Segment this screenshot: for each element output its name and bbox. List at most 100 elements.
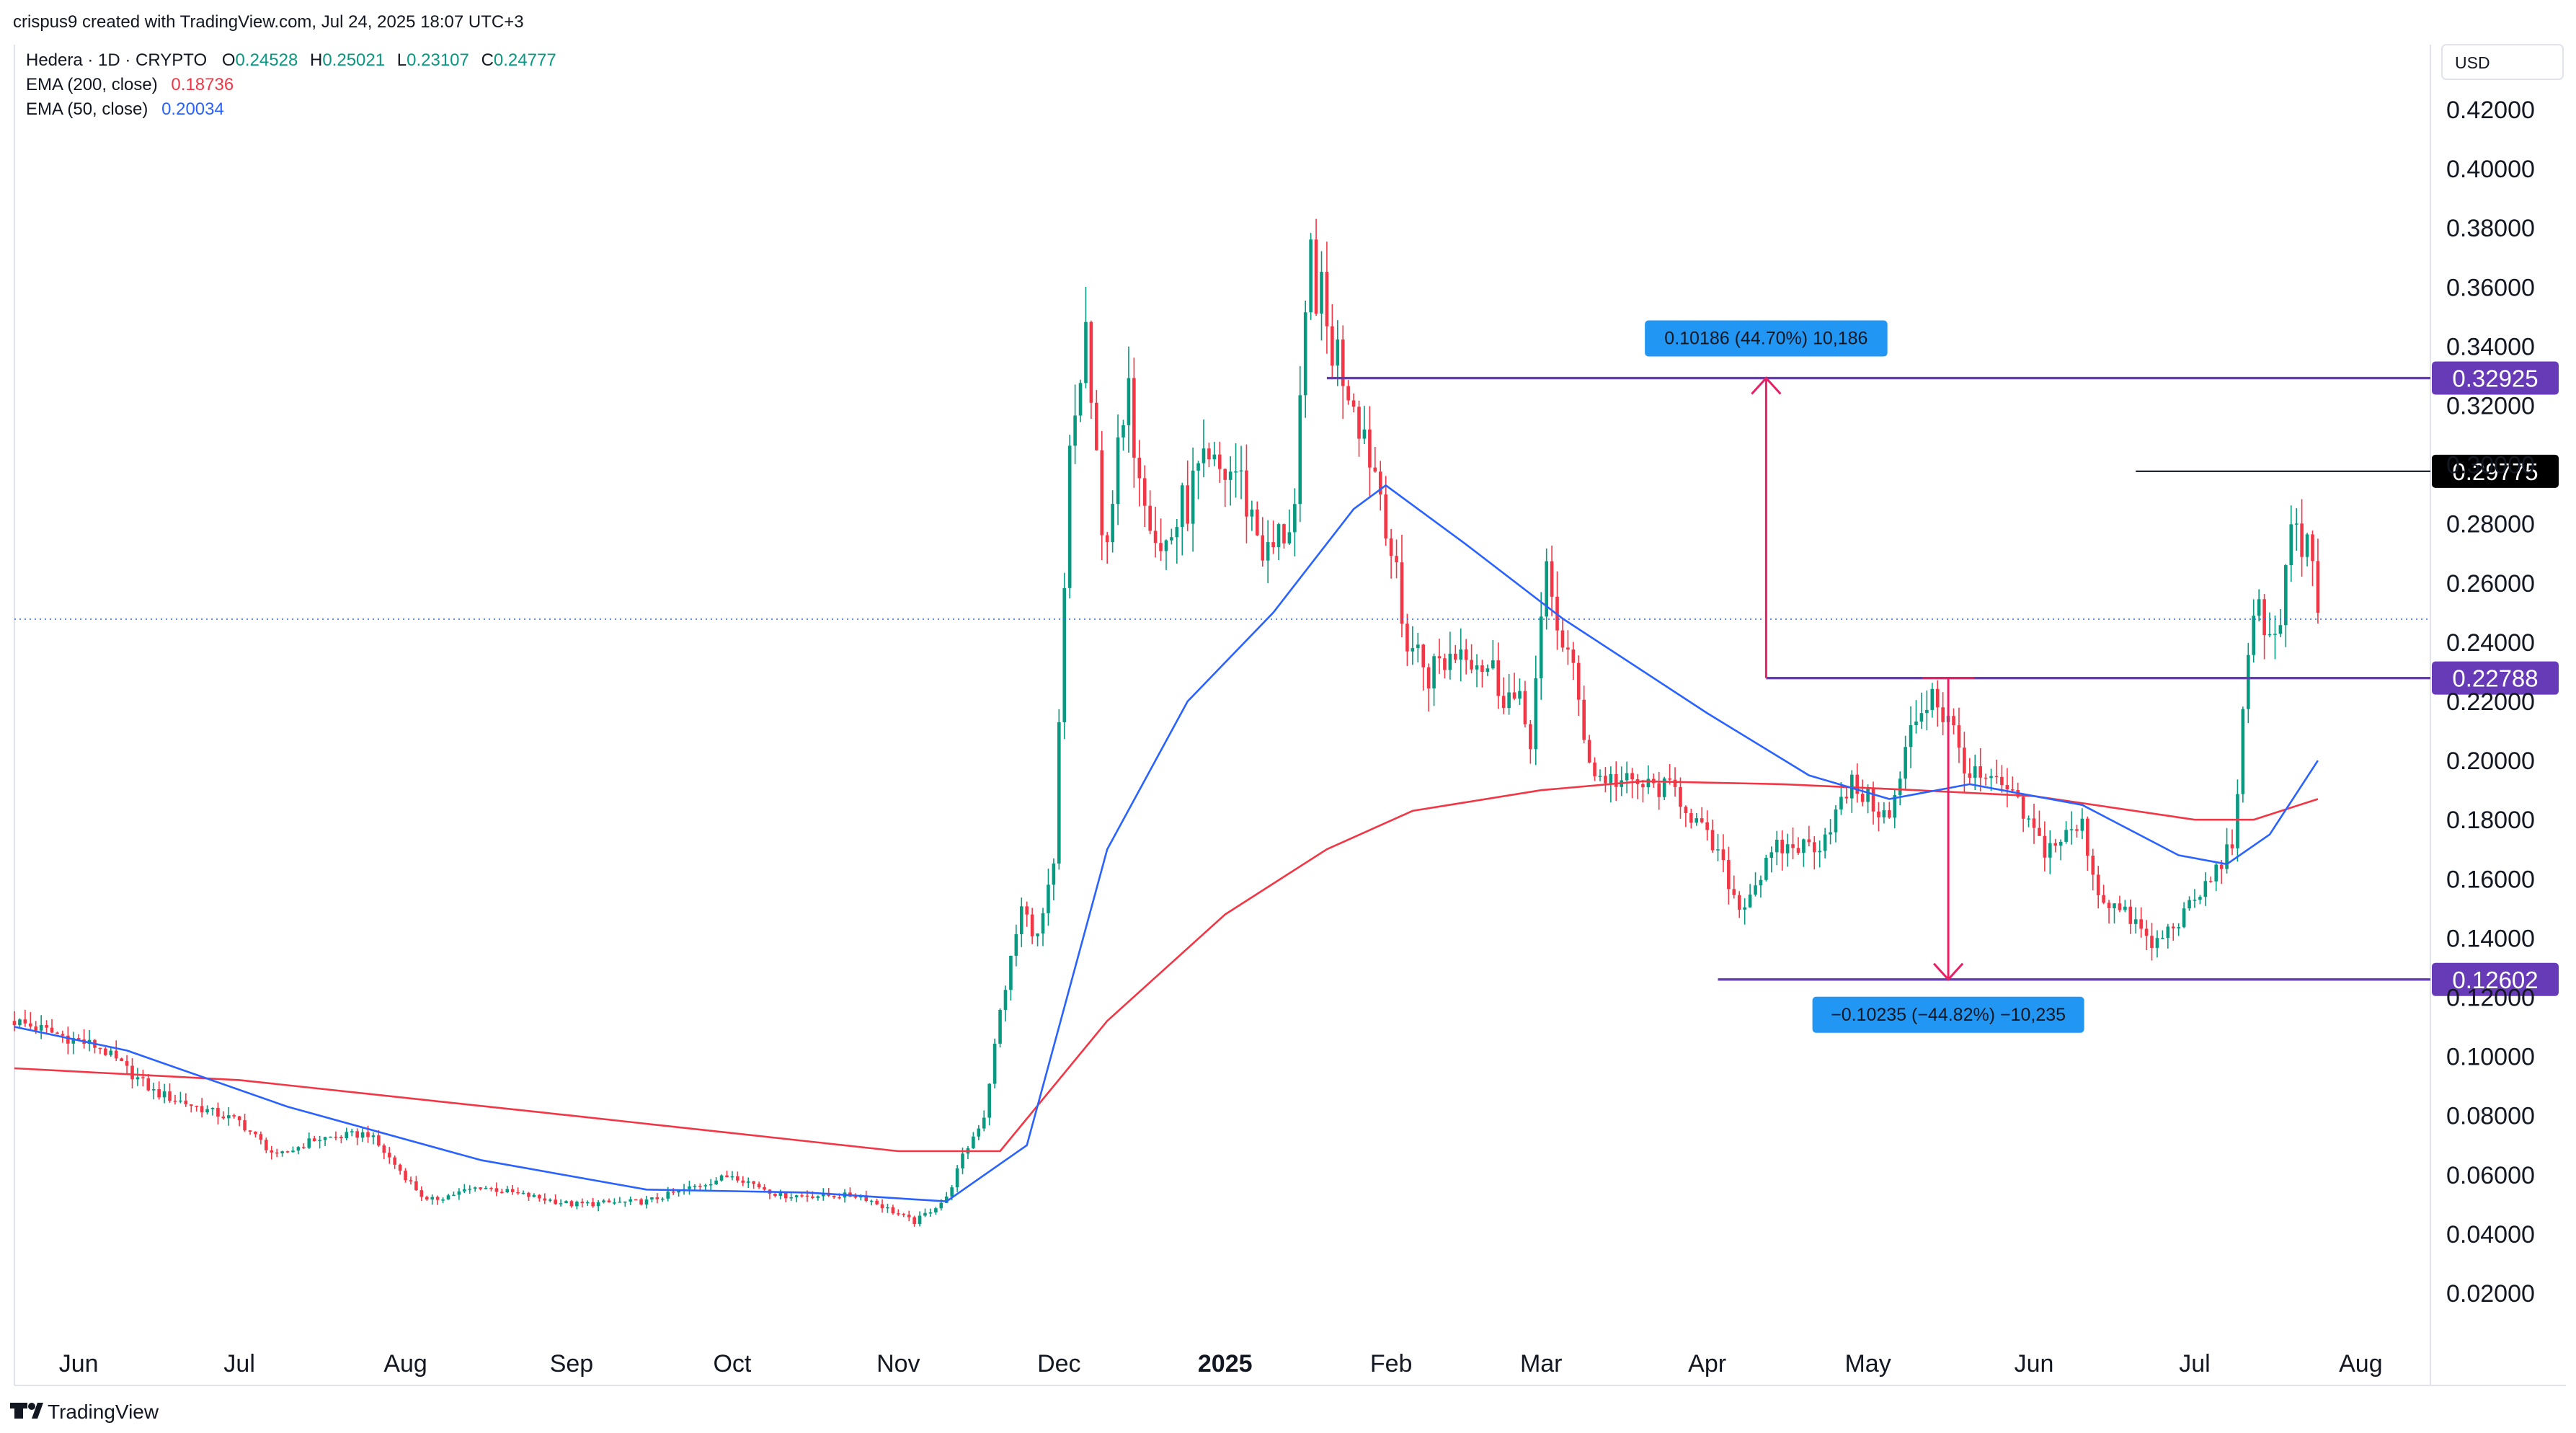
candle-body	[1405, 624, 1409, 652]
candle-body	[66, 1035, 70, 1044]
candle-body	[39, 1025, 43, 1031]
legend-ema50-row: EMA (50, close) 0.20034	[26, 99, 224, 119]
candle-body	[329, 1136, 332, 1138]
candle-body	[1925, 709, 1929, 714]
candle-body	[393, 1157, 397, 1165]
candle-body	[1116, 437, 1120, 505]
candle-body	[794, 1195, 799, 1198]
candle-body	[1807, 839, 1811, 843]
candle-body	[1142, 478, 1147, 506]
candle-body	[195, 1106, 199, 1107]
candle-body	[1261, 535, 1265, 561]
candle-body	[521, 1192, 525, 1194]
candle-body	[2193, 900, 2197, 901]
currency-button[interactable]	[2441, 44, 2564, 80]
candle-body	[998, 1009, 1002, 1044]
candle-body	[912, 1217, 916, 1225]
candle-body	[1003, 990, 1008, 1010]
candle-body	[189, 1104, 193, 1106]
time-axis-tick-label: Dec	[1037, 1350, 1080, 1377]
candle-body	[591, 1202, 595, 1207]
price-axis-tick-label: 0.28000	[2446, 511, 2535, 538]
legend-ema50-value: 0.20034	[161, 99, 224, 119]
candle-body	[554, 1199, 557, 1204]
candle-body	[120, 1058, 123, 1062]
time-axis-tick-label: Jul	[223, 1350, 254, 1377]
candle-body	[1271, 542, 1275, 548]
candle-body	[1186, 485, 1189, 524]
candle-body	[2069, 829, 2074, 830]
candle-body	[1014, 934, 1018, 956]
candle-body	[2048, 843, 2052, 858]
candle-body	[1207, 448, 1211, 460]
time-axis-tick-label: Aug	[2339, 1350, 2383, 1377]
candle-body	[1336, 339, 1340, 366]
candle-body	[2268, 634, 2272, 636]
candle-body	[259, 1134, 263, 1140]
candle-body	[2262, 599, 2266, 636]
candle-body	[1496, 660, 1501, 696]
candle-body	[1464, 649, 1468, 660]
price-axis-tick-label: 0.18000	[2446, 807, 2535, 834]
candle-body	[623, 1201, 627, 1203]
tradingview-logo[interactable]: TradingView	[10, 1401, 159, 1423]
price-level-badge	[2432, 661, 2559, 695]
candle-body	[2058, 841, 2063, 846]
candle-body	[2118, 903, 2122, 910]
candle-body	[1378, 471, 1382, 495]
price-level-badge	[2432, 361, 2559, 395]
candle-body	[2010, 789, 2015, 791]
candle-body	[446, 1195, 450, 1200]
candle-body	[671, 1192, 675, 1193]
price-level-badge-label: 0.12602	[2452, 967, 2538, 993]
price-level-badge-label: 0.32925	[2452, 365, 2538, 392]
candle-body	[1009, 955, 1013, 990]
candle-body	[2289, 524, 2293, 566]
candle-body	[275, 1152, 279, 1154]
candle-body	[2203, 881, 2208, 897]
candle-body	[205, 1109, 209, 1113]
candle-body	[832, 1195, 836, 1197]
candle-body	[1823, 834, 1827, 851]
price-axis-tick-label: 0.36000	[2446, 274, 2535, 301]
candle-body	[939, 1202, 943, 1209]
candle-body	[339, 1137, 343, 1139]
candle-body	[366, 1132, 370, 1137]
price-axis-tick-label: 0.38000	[2446, 215, 2535, 242]
price-axis-tick-label: 0.34000	[2446, 333, 2535, 360]
candle-body	[902, 1214, 906, 1215]
candle-body	[162, 1091, 166, 1098]
candle-body	[1331, 326, 1334, 366]
candle-body	[302, 1147, 306, 1148]
candle-body	[1196, 463, 1200, 471]
candle-body	[1550, 561, 1554, 597]
candle-body	[1695, 818, 1699, 823]
candle-body	[1266, 542, 1270, 561]
candle-body	[505, 1189, 510, 1193]
candle-body	[1796, 848, 1800, 853]
time-axis[interactable]: Jun Jul Aug Sep Oct Nov Dec 2025 Feb Mar Apr May Jun…	[59, 1350, 2383, 1377]
candle-body	[12, 1021, 17, 1026]
candle-body	[2230, 844, 2234, 848]
candle-body	[500, 1192, 504, 1194]
legend-ema50-label: EMA (50, close)	[26, 99, 148, 119]
price-axis[interactable]: 0.02000 0.04000 0.06000 0.08000 0.10000 0.120…	[2446, 97, 2535, 1308]
candle-body	[1721, 849, 1726, 861]
candle-body	[1389, 538, 1393, 556]
candle-body	[1614, 773, 1618, 787]
candle-body	[210, 1107, 215, 1109]
candle-body	[1855, 774, 1860, 794]
price-level-badge	[2432, 962, 2559, 996]
candle-body	[559, 1203, 563, 1204]
candle-body	[1030, 914, 1034, 936]
candle-body	[1994, 776, 1999, 778]
candle-body	[1657, 783, 1661, 797]
candle-body	[1159, 543, 1163, 551]
candle-body	[693, 1186, 697, 1187]
candle-body	[972, 1136, 975, 1148]
candle-body	[864, 1195, 869, 1201]
candle-body	[977, 1128, 981, 1137]
candle-body	[1871, 789, 1875, 812]
candle-body	[1769, 852, 1774, 859]
